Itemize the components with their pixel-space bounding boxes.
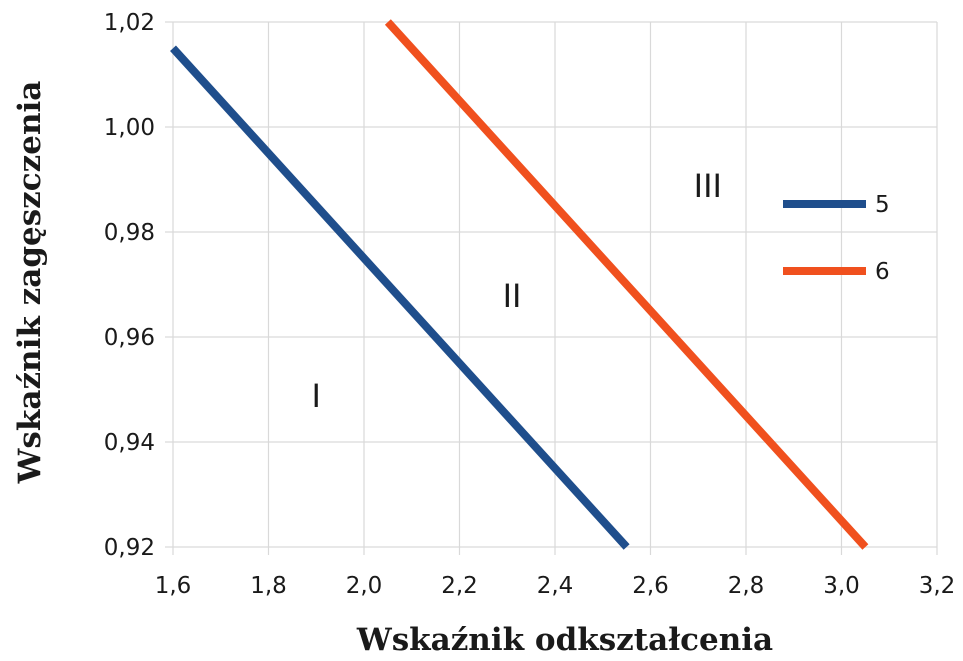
y-axis-title: Wskaźnik zagęszczenia [12,81,48,485]
region-label: I [312,377,321,415]
y-tick-label: 0,98 [104,220,155,246]
legend-label-6: 6 [875,259,890,285]
x-tick-label: 1,6 [155,573,192,599]
x-axis-title: Wskaźnik odkształcenia [356,622,773,658]
grid [165,21,938,555]
series-layer [170,19,869,550]
y-axis-ticks: 0,92 0,94 0,96 0,98 1,00 1,02 [104,10,155,561]
series-line-5 [170,45,630,550]
y-tick-label: 0,94 [104,430,155,456]
series-line-6 [384,19,869,550]
x-tick-label: 2,0 [346,573,383,599]
y-tick-label: 1,02 [104,10,155,36]
legend: 56 [783,192,890,285]
x-tick-label: 2,6 [632,573,669,599]
region-label: II [503,277,522,315]
x-tick-label: 3,2 [919,573,956,599]
y-tick-label: 0,96 [104,325,155,351]
y-tick-label: 0,92 [104,535,155,561]
x-axis-ticks: 1,6 1,8 2,0 2,2 2,4 2,6 2,8 3,0 3,2 [155,573,956,599]
legend-label-5: 5 [875,192,890,218]
x-tick-label: 1,8 [250,573,287,599]
x-tick-label: 2,2 [441,573,478,599]
region-label: III [694,167,722,205]
x-tick-label: 3,0 [823,573,860,599]
y-tick-label: 1,00 [104,115,155,141]
x-tick-label: 2,8 [728,573,765,599]
x-tick-label: 2,4 [537,573,574,599]
